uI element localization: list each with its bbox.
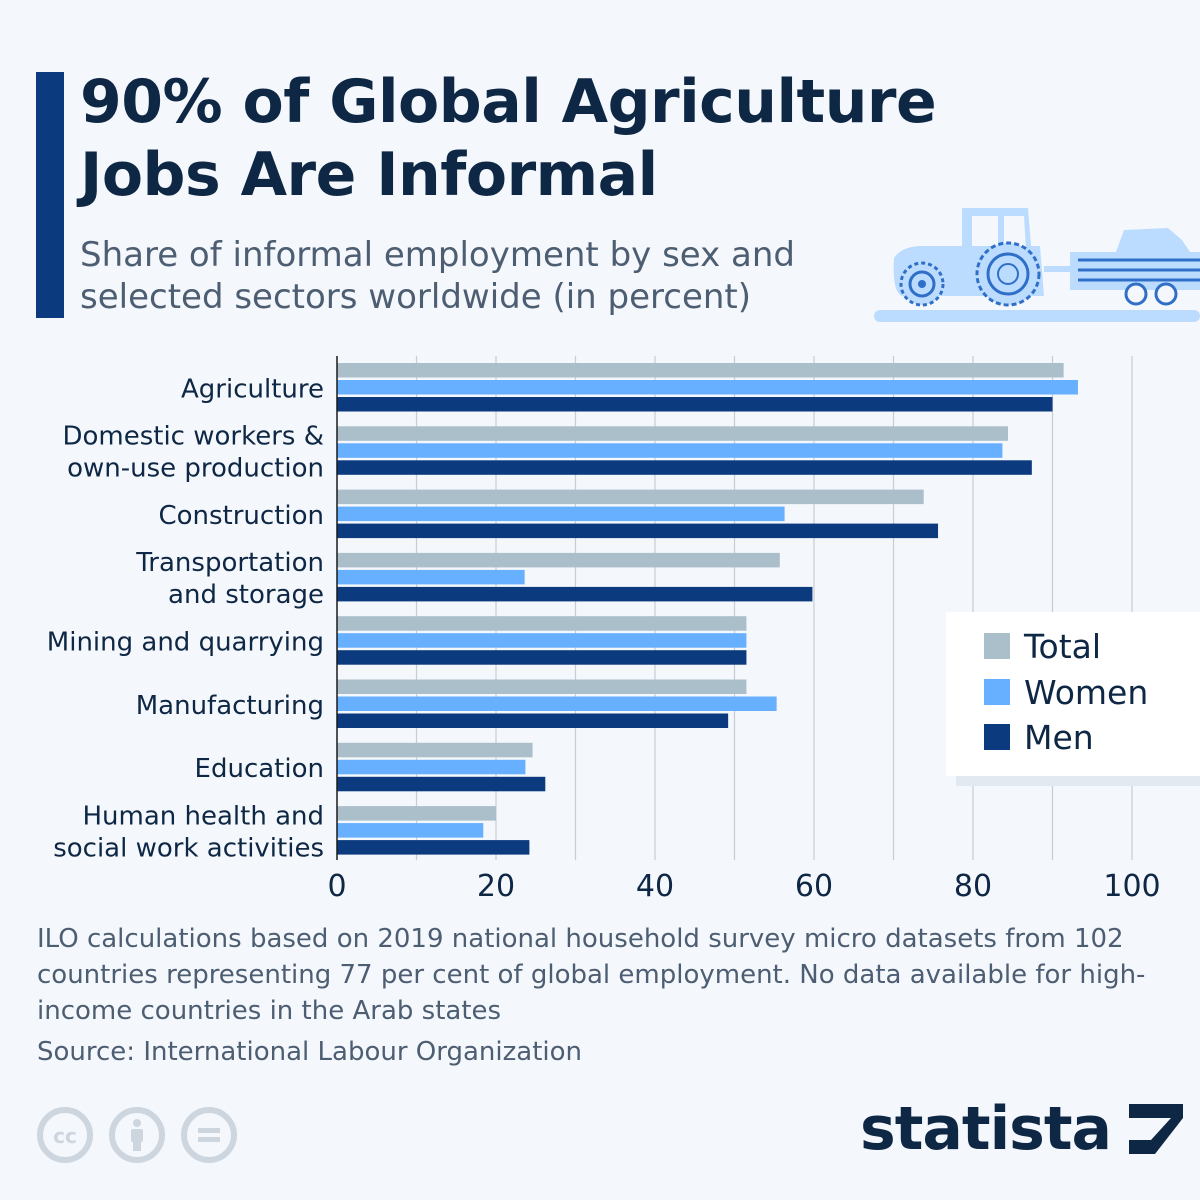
title-accent-bar xyxy=(36,72,64,318)
bar-total-1 xyxy=(337,426,1008,441)
x-tick-label-100: 100 xyxy=(1103,869,1160,904)
bar-total-6 xyxy=(337,742,533,758)
bar-men-6 xyxy=(337,776,546,792)
statista-logo[interactable]: statista xyxy=(860,1094,1187,1164)
bar-total-5 xyxy=(337,679,747,694)
bar-women-4 xyxy=(337,633,747,648)
tractor-icon xyxy=(874,208,1200,322)
bar-women-0 xyxy=(337,380,1078,395)
category-label-7: Human health and social work activities xyxy=(53,801,324,863)
bar-total-4 xyxy=(337,616,747,631)
bars xyxy=(337,363,1078,855)
x-tick-label-60: 60 xyxy=(795,869,833,904)
bar-men-4 xyxy=(337,650,747,665)
x-tick-label-40: 40 xyxy=(636,869,674,904)
legend-label-total: Total xyxy=(1024,626,1102,666)
category-label-0: Agriculture xyxy=(181,374,324,404)
legend-item-men: Men xyxy=(984,717,1094,757)
bar-women-6 xyxy=(337,759,526,775)
bar-men-2 xyxy=(337,523,939,539)
bar-women-1 xyxy=(337,443,1003,458)
x-tick-labels: 0 20 40 60 80 100 xyxy=(327,869,1160,904)
category-label-1: Domestic workers & own-use production xyxy=(62,422,324,484)
bar-total-2 xyxy=(337,489,924,505)
legend: Total Women Men xyxy=(946,612,1200,776)
category-labels: Agriculture Domestic workers & own-use pro… xyxy=(47,374,324,863)
category-label-5: Manufacturing xyxy=(136,691,324,721)
bar-women-3 xyxy=(337,569,525,585)
bar-total-7 xyxy=(337,806,496,821)
legend-swatch-women xyxy=(984,679,1010,705)
brand-wordmark: statista xyxy=(860,1094,1112,1164)
page-title: 90% of Global Agriculture Jobs Are Infor… xyxy=(80,67,937,210)
bar-total-0 xyxy=(337,363,1064,378)
bar-chart: Agriculture Domestic workers & own-use pro… xyxy=(47,356,1161,904)
creative-commons-icon[interactable]: cc xyxy=(36,1106,94,1164)
bar-men-1 xyxy=(337,460,1032,475)
svg-text:cc: cc xyxy=(53,1124,77,1148)
legend-label-men: Men xyxy=(1024,717,1094,757)
x-tick-label-20: 20 xyxy=(477,869,515,904)
footnote: ILO calculations based on 2019 national … xyxy=(37,924,1146,1026)
bar-total-3 xyxy=(337,552,780,568)
bar-men-0 xyxy=(337,397,1053,412)
category-label-3: Transportation and storage xyxy=(135,548,324,610)
category-label-6: Education xyxy=(195,754,324,784)
category-label-2: Construction xyxy=(158,501,324,531)
statista-mark-icon xyxy=(1129,1104,1184,1154)
bar-women-5 xyxy=(337,696,777,711)
x-tick-label-0: 0 xyxy=(327,869,346,904)
bar-women-2 xyxy=(337,506,785,522)
no-derivatives-icon[interactable] xyxy=(180,1106,238,1164)
attribution-icon[interactable] xyxy=(108,1106,166,1164)
page-subtitle: Share of informal employment by sex and … xyxy=(80,235,796,317)
legend-swatch-total xyxy=(984,633,1010,659)
bar-men-5 xyxy=(337,713,729,728)
legend-item-total: Total xyxy=(984,626,1101,666)
bar-men-3 xyxy=(337,586,813,602)
bar-women-7 xyxy=(337,823,484,838)
license-icons: cc xyxy=(36,1106,252,1164)
source-note: Source: International Labour Organizatio… xyxy=(37,1037,583,1067)
category-label-4: Mining and quarrying xyxy=(47,627,324,657)
x-tick-label-80: 80 xyxy=(954,869,992,904)
legend-label-women: Women xyxy=(1024,672,1149,712)
bar-men-7 xyxy=(337,840,530,855)
tractor-illustration xyxy=(874,208,1200,322)
legend-swatch-men xyxy=(984,724,1010,750)
legend-item-women: Women xyxy=(984,672,1148,712)
